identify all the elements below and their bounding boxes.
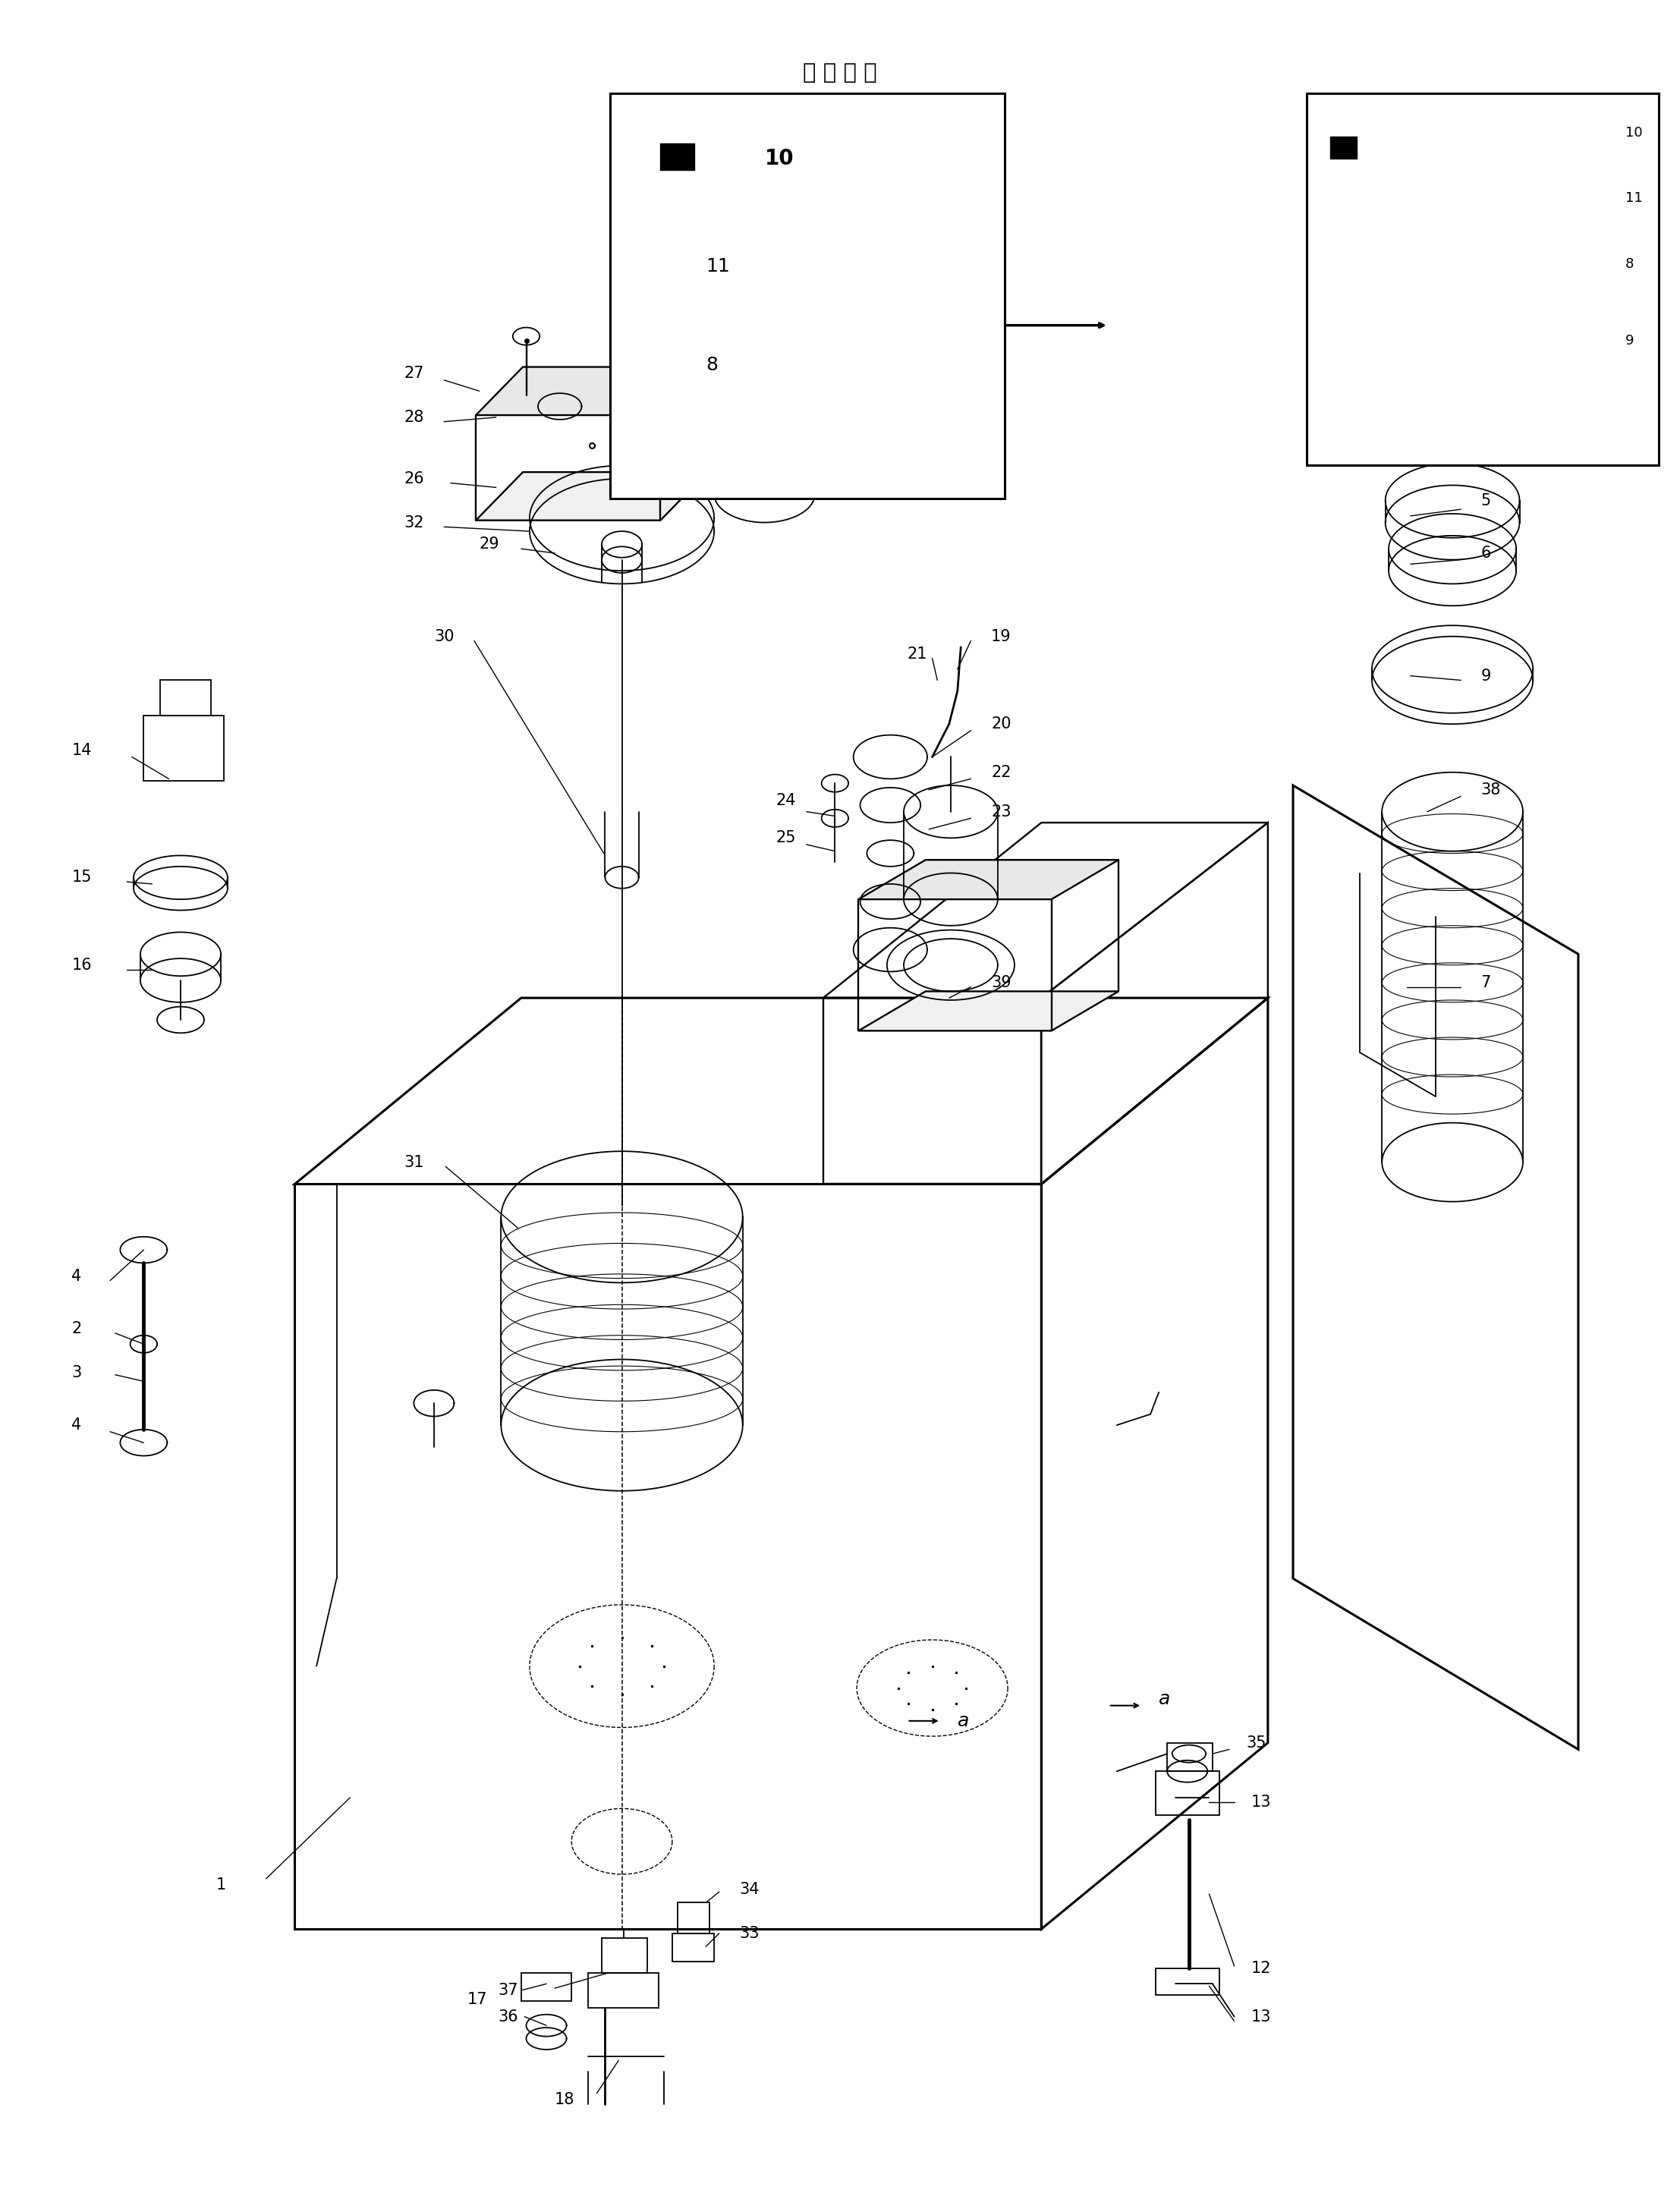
Text: 33: 33 bbox=[739, 1925, 759, 1941]
Text: 9: 9 bbox=[1625, 333, 1635, 346]
Text: 14: 14 bbox=[72, 743, 92, 759]
Text: 7: 7 bbox=[1482, 976, 1492, 991]
Bar bbox=[1307, 92, 1658, 465]
Text: 23: 23 bbox=[991, 805, 1011, 820]
Text: 21: 21 bbox=[907, 647, 927, 662]
Text: 25: 25 bbox=[776, 831, 796, 846]
Text: 22: 22 bbox=[991, 765, 1011, 781]
Text: 15: 15 bbox=[72, 871, 92, 886]
Text: 5: 5 bbox=[1482, 493, 1492, 509]
Text: 8: 8 bbox=[706, 355, 717, 375]
Text: 2: 2 bbox=[72, 1320, 82, 1336]
Text: 26: 26 bbox=[403, 471, 423, 487]
Text: 37: 37 bbox=[497, 1982, 517, 1998]
Text: 20: 20 bbox=[991, 717, 1011, 732]
Text: 28: 28 bbox=[403, 410, 423, 425]
Text: 4: 4 bbox=[72, 1268, 82, 1283]
Text: 9: 9 bbox=[1482, 669, 1492, 684]
Bar bbox=[610, 92, 1005, 498]
Text: 38: 38 bbox=[1482, 783, 1500, 798]
Text: 11: 11 bbox=[706, 257, 729, 276]
Polygon shape bbox=[475, 471, 707, 520]
Text: 17: 17 bbox=[467, 1991, 487, 2007]
Text: 29: 29 bbox=[479, 537, 499, 553]
Polygon shape bbox=[475, 366, 707, 414]
Text: 34: 34 bbox=[739, 1882, 759, 1897]
Bar bbox=[1331, 136, 1357, 158]
Text: 27: 27 bbox=[403, 366, 423, 382]
Text: 10: 10 bbox=[764, 147, 795, 169]
Text: 19: 19 bbox=[991, 629, 1011, 645]
Text: 13: 13 bbox=[1252, 2009, 1272, 2024]
Text: 13: 13 bbox=[1252, 1794, 1272, 1809]
Text: 11: 11 bbox=[1625, 191, 1643, 206]
Polygon shape bbox=[858, 991, 1119, 1031]
Text: a: a bbox=[958, 1713, 969, 1730]
Text: 36: 36 bbox=[497, 2009, 517, 2024]
Text: 32: 32 bbox=[403, 515, 423, 531]
Text: 4: 4 bbox=[72, 1417, 82, 1432]
Text: 3: 3 bbox=[72, 1364, 82, 1379]
Text: 適 用 号 機: 適 用 号 機 bbox=[803, 61, 877, 83]
Text: 24: 24 bbox=[776, 794, 796, 809]
Text: 1: 1 bbox=[215, 1877, 225, 1893]
Text: 8: 8 bbox=[1625, 257, 1635, 270]
Bar bbox=[660, 143, 694, 169]
Text: a: a bbox=[1159, 1691, 1171, 1708]
Text: 12: 12 bbox=[1252, 1961, 1272, 1976]
Text: 18: 18 bbox=[554, 2092, 575, 2107]
Text: 16: 16 bbox=[72, 958, 92, 974]
Text: 31: 31 bbox=[403, 1156, 423, 1169]
Text: 30: 30 bbox=[433, 629, 454, 645]
Text: 35: 35 bbox=[1247, 1735, 1267, 1750]
Text: 39: 39 bbox=[991, 976, 1011, 991]
Polygon shape bbox=[858, 860, 1119, 899]
Text: 6: 6 bbox=[1482, 546, 1492, 561]
Text: Serial No. 2576～: Serial No. 2576～ bbox=[748, 105, 932, 127]
Text: 10: 10 bbox=[1625, 125, 1643, 140]
